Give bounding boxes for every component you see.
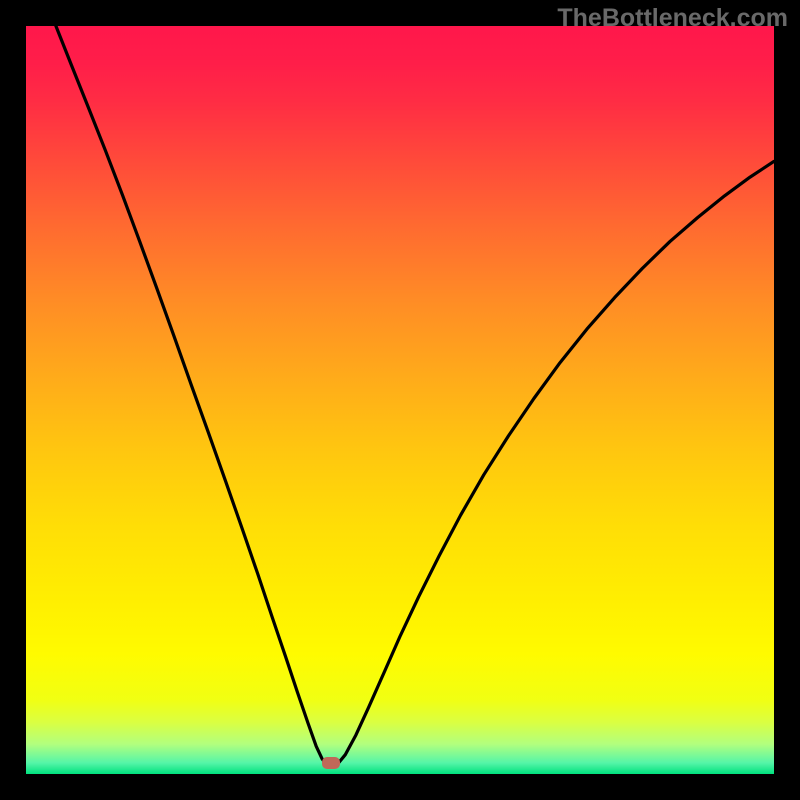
plot-area: [26, 26, 774, 774]
chart-frame: TheBottleneck.com: [0, 0, 800, 800]
bottleneck-curve: [26, 26, 774, 774]
minimum-point-marker: [322, 757, 340, 769]
